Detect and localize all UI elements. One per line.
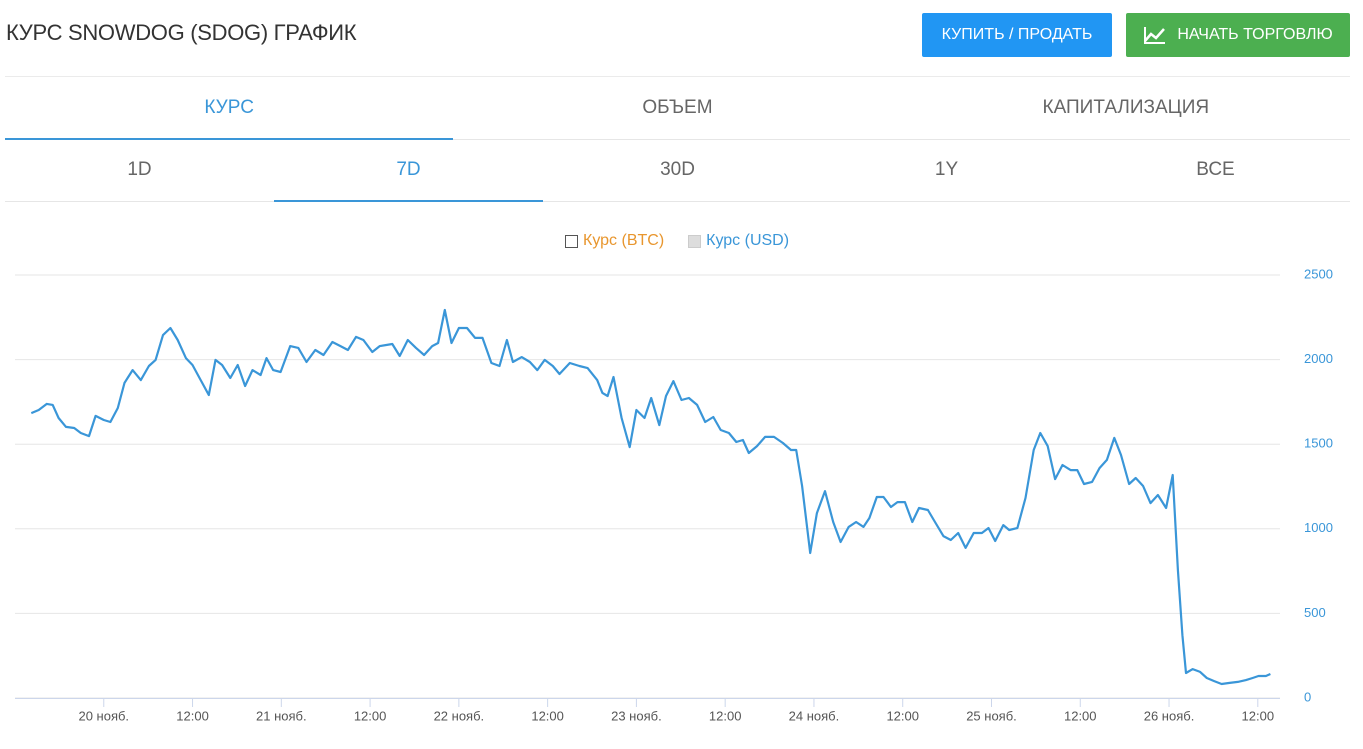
period-tab[interactable]: 7D — [274, 139, 543, 202]
legend-label: Курс (USD) — [706, 232, 790, 249]
metric-tabs: КУРС ОБЪЕМ КАПИТАЛИЗАЦИЯ — [5, 76, 1350, 140]
legend-label: Курс (BTC) — [583, 232, 665, 249]
trade-button[interactable]: НАЧАТЬ ТОРГОВЛЮ — [1126, 13, 1350, 57]
legend-item[interactable]: Курс (USD) — [688, 232, 789, 250]
period-tab[interactable]: 1D — [127, 159, 152, 180]
metric-tab[interactable]: ОБЪЕМ — [642, 97, 713, 118]
period-tab[interactable]: 30D — [660, 159, 695, 180]
period-tabs: 1D 7D 30D 1Y ВСЕ — [5, 139, 1350, 202]
trade-icon — [1144, 27, 1166, 44]
legend-checkbox — [565, 234, 578, 248]
period-tab[interactable]: 1Y — [934, 159, 959, 180]
x-tick-label: 12:00 — [1242, 708, 1275, 723]
x-tick-label: 21 нояб. — [256, 708, 307, 723]
y-tick-label: 2000 — [1304, 351, 1333, 366]
legend-checkbox — [688, 234, 702, 248]
y-tick-label: 2500 — [1304, 266, 1333, 281]
x-tick-label: 12:00 — [354, 708, 387, 723]
x-tick-label: 24 нояб. — [789, 708, 840, 723]
x-tick-label: 12:00 — [531, 708, 564, 723]
chart: 0 500 1000 1500 2000 2500 20 нояб. 12:00 21 нояб… — [15, 266, 1333, 723]
x-tick-label: 12:00 — [1064, 708, 1097, 723]
legend-item[interactable]: Курс (BTC) — [565, 232, 664, 250]
x-tick-label: 12:00 — [886, 708, 919, 723]
x-tick-label: 23 нояб. — [611, 708, 662, 723]
x-tick-label: 12:00 — [176, 708, 209, 723]
x-tick-label: 22 нояб. — [434, 708, 485, 723]
legend: Курс (BTC) Курс (USD) — [565, 232, 789, 250]
y-tick-label: 0 — [1304, 689, 1311, 704]
price-line — [30, 308, 1271, 686]
x-tick-label: 25 нояб. — [966, 708, 1017, 723]
x-tick-label: 26 нояб. — [1144, 708, 1195, 723]
x-tick-label: 20 нояб. — [78, 708, 129, 723]
buy-sell-button[interactable]: КУПИТЬ / ПРОДАТЬ — [922, 13, 1112, 57]
y-tick-label: 1500 — [1304, 436, 1333, 451]
x-tick-label: 12:00 — [709, 708, 742, 723]
page-title: КУРС SNOWDOG (SDOG) ГРАФИК — [6, 20, 357, 45]
y-tick-label: 1000 — [1304, 520, 1333, 535]
trade-button-label: НАЧАТЬ ТОРГОВЛЮ — [1177, 26, 1333, 43]
metric-tab[interactable]: КУРС — [5, 77, 454, 140]
y-tick-label: 500 — [1304, 605, 1326, 620]
period-tab[interactable]: ВСЕ — [1196, 159, 1235, 180]
metric-tab[interactable]: КАПИТАЛИЗАЦИЯ — [1042, 97, 1210, 118]
